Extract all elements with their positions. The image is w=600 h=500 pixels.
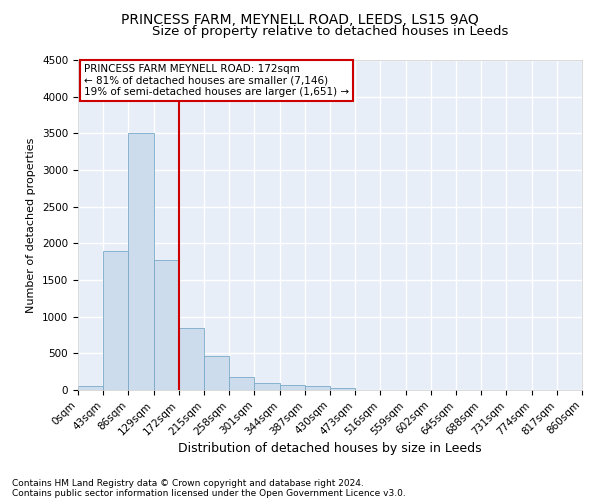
Bar	[179, 328, 204, 390]
Bar	[128, 134, 154, 390]
Text: Contains public sector information licensed under the Open Government Licence v3: Contains public sector information licen…	[12, 488, 406, 498]
X-axis label: Distribution of detached houses by size in Leeds: Distribution of detached houses by size …	[178, 442, 482, 455]
Text: Contains HM Land Registry data © Crown copyright and database right 2024.: Contains HM Land Registry data © Crown c…	[12, 478, 364, 488]
Text: PRINCESS FARM MEYNELL ROAD: 172sqm
← 81% of detached houses are smaller (7,146)
: PRINCESS FARM MEYNELL ROAD: 172sqm ← 81%…	[84, 64, 349, 97]
Bar	[154, 260, 179, 390]
Bar	[78, 386, 103, 390]
Text: PRINCESS FARM, MEYNELL ROAD, LEEDS, LS15 9AQ: PRINCESS FARM, MEYNELL ROAD, LEEDS, LS15…	[121, 12, 479, 26]
Bar	[330, 388, 355, 390]
Y-axis label: Number of detached properties: Number of detached properties	[26, 138, 37, 312]
Bar	[229, 377, 254, 390]
Bar	[103, 250, 128, 390]
Bar	[254, 382, 280, 390]
Bar	[280, 385, 305, 390]
Title: Size of property relative to detached houses in Leeds: Size of property relative to detached ho…	[152, 25, 508, 38]
Bar	[204, 356, 229, 390]
Bar	[305, 386, 330, 390]
